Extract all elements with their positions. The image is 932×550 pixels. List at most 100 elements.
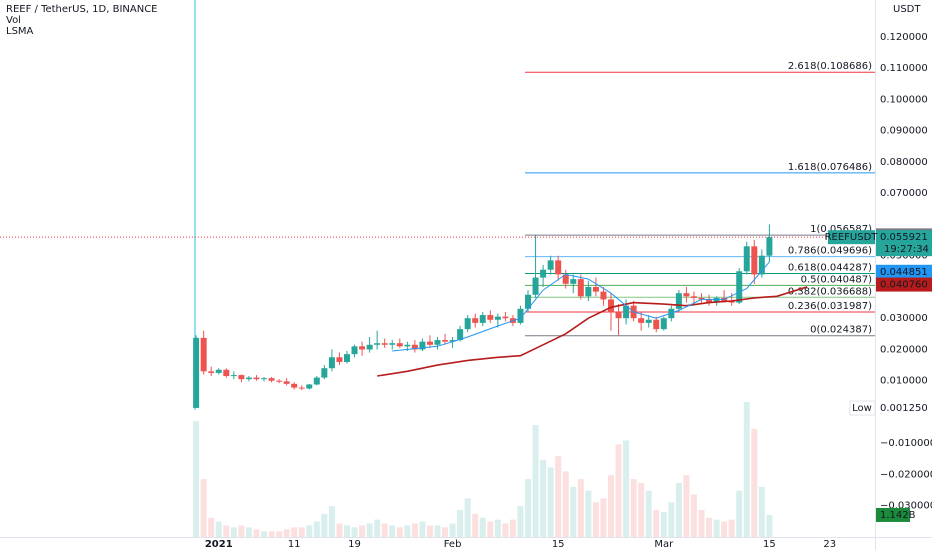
candle-body: [615, 311, 622, 319]
candle-body: [758, 255, 765, 275]
candle-body: [208, 371, 215, 373]
candle-body: [555, 260, 562, 275]
candle-body: [381, 343, 388, 345]
volume-bar: [728, 519, 735, 537]
candle-body: [736, 271, 743, 303]
y-tick-label: −0.010000: [880, 438, 932, 449]
volume-bar: [502, 523, 509, 537]
volume-bar: [532, 425, 539, 537]
volume-bar: [713, 519, 720, 537]
volume-bar: [208, 517, 215, 537]
volume-bar: [215, 521, 222, 537]
volume-bar: [721, 521, 728, 537]
candle-body: [525, 294, 532, 309]
volume-bar: [351, 527, 358, 537]
moving-average: [377, 286, 808, 377]
fib-label: 1(0.056587): [810, 224, 872, 235]
volume-bar: [698, 509, 705, 537]
volume-bar: [487, 521, 494, 537]
low-badge: [849, 400, 876, 416]
volume-bar: [758, 486, 765, 537]
volume-bar: [766, 514, 773, 537]
volume-bar: [276, 531, 283, 537]
candle-body: [540, 269, 547, 278]
candle-body: [313, 377, 320, 385]
volume-bar: [381, 523, 388, 537]
y-tick-label: 0.120000: [880, 32, 928, 43]
candle-body: [743, 246, 750, 272]
volume-bar: [494, 519, 501, 537]
candle-body: [532, 277, 539, 295]
indicator-label: LSMA: [6, 26, 34, 37]
volume-bar: [223, 525, 230, 537]
volume-bar: [306, 525, 313, 537]
y-tick-label: 0.050000: [880, 251, 928, 262]
x-tick-label: 11: [288, 539, 301, 550]
candle-body: [577, 279, 584, 297]
candle-body: [517, 308, 524, 323]
candle-body: [698, 297, 705, 300]
candle-body: [623, 305, 630, 319]
candle-body: [683, 293, 690, 297]
candle-body: [328, 357, 335, 369]
candle-body: [404, 344, 411, 347]
y-tick-label: 0.080000: [880, 157, 928, 168]
fib-label: 0.5(0.040487): [801, 274, 873, 285]
x-tick-label: Feb: [444, 539, 462, 550]
volume-bar: [562, 471, 569, 537]
y-tick-label: −0.020000: [880, 469, 932, 480]
volume-bar: [374, 519, 381, 537]
candle-body: [494, 316, 501, 320]
volume-bar: [434, 525, 441, 537]
volume-bar: [690, 494, 697, 537]
volume-bar: [464, 498, 471, 537]
volume-bar: [540, 459, 547, 537]
volume-bar: [570, 486, 577, 537]
candle-body: [690, 296, 697, 298]
candle-body: [261, 378, 268, 380]
volume-bar: [479, 517, 486, 537]
candle-body: [653, 319, 660, 330]
low-name: Low: [852, 403, 872, 414]
volume-bar: [585, 490, 592, 537]
low-value: 0.001250: [880, 403, 928, 414]
candle-body: [411, 344, 418, 350]
indicator-label: Vol: [6, 15, 21, 26]
volume-bar: [592, 502, 599, 537]
candle-body: [276, 380, 283, 382]
volume-badge-text: 1.142B: [880, 510, 916, 521]
candle-body: [487, 315, 494, 320]
y-tick-label: −0.030000: [880, 501, 932, 512]
candle-body: [336, 357, 343, 362]
volume-bar: [343, 525, 350, 537]
volume-bar: [449, 523, 456, 537]
candle-body: [562, 274, 569, 284]
symbol-badge: [828, 230, 875, 245]
volume-bar: [411, 523, 418, 537]
volume-bar: [743, 401, 750, 537]
candle-body: [442, 340, 449, 342]
candle-body: [343, 354, 350, 362]
x-tick-label: 19: [348, 539, 361, 550]
volume-bar: [389, 525, 396, 537]
y-tick-label: 0.020000: [880, 344, 928, 355]
candle-body: [366, 344, 373, 350]
candle-body: [298, 387, 305, 389]
candle-body: [434, 340, 441, 345]
volume-bar: [675, 482, 682, 537]
candle-body: [419, 341, 426, 350]
volume-bar: [253, 529, 260, 537]
volume-bar: [607, 475, 614, 537]
volume-bar: [291, 527, 298, 537]
y-tick-label: 0.090000: [880, 126, 928, 137]
y-tick-label: 0.100000: [880, 94, 928, 105]
x-tick-label: 15: [552, 539, 565, 550]
x-tick-label: 23: [823, 539, 836, 550]
volume-bar: [577, 479, 584, 537]
volume-bar: [668, 502, 675, 537]
candle-body: [464, 318, 471, 330]
volume-bar: [404, 525, 411, 537]
volume-bar: [328, 506, 335, 537]
volume-bar: [396, 527, 403, 537]
candle-body: [457, 329, 464, 341]
